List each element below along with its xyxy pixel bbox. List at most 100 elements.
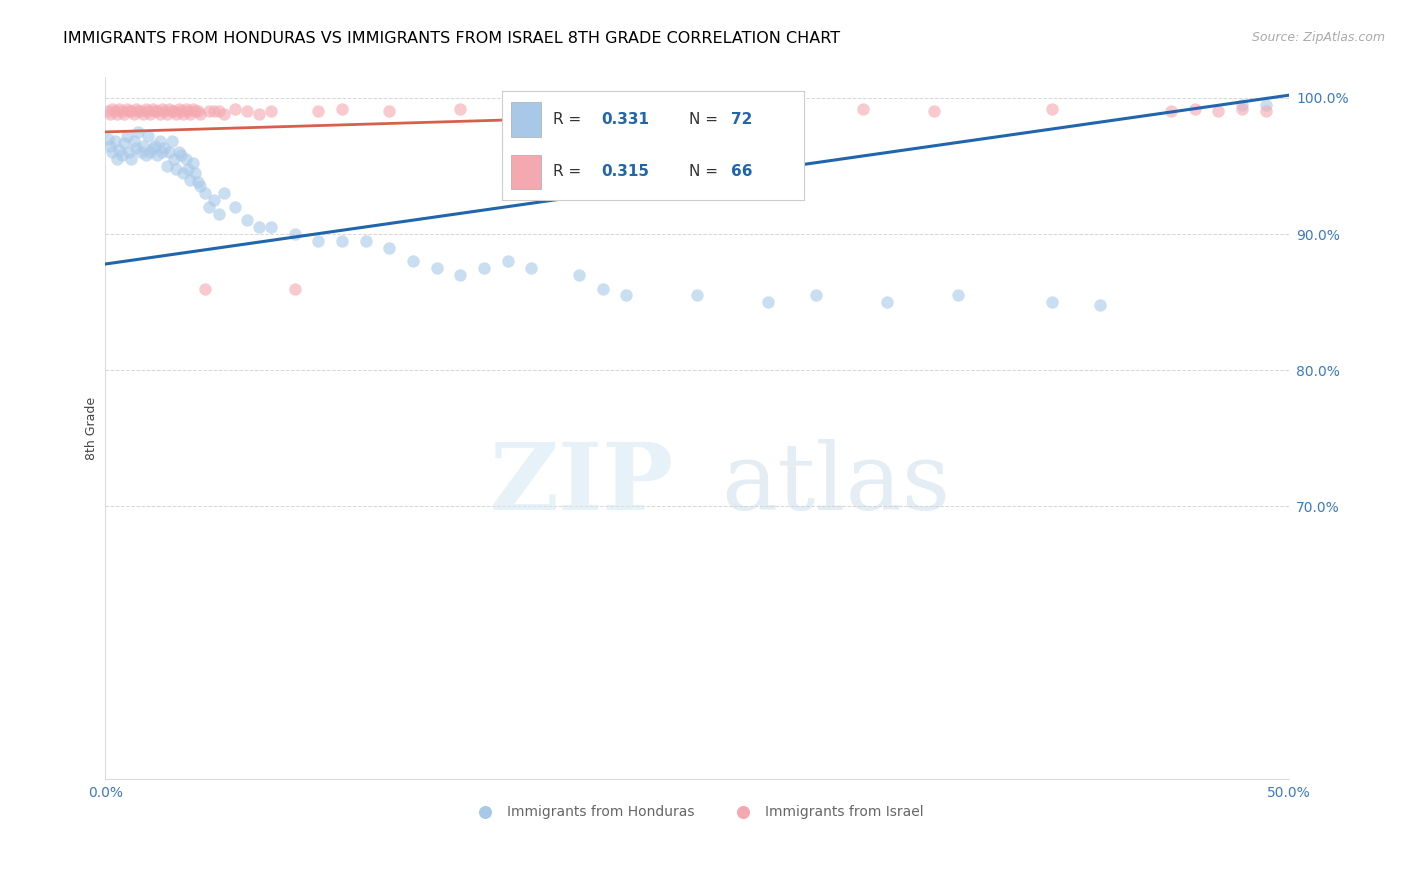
Point bbox=[98, 138, 121, 153]
Point bbox=[181, 102, 204, 116]
Point bbox=[184, 166, 207, 180]
Point bbox=[181, 156, 204, 170]
Point bbox=[1184, 102, 1206, 116]
Point bbox=[179, 107, 201, 121]
Point bbox=[592, 282, 614, 296]
Point bbox=[224, 200, 246, 214]
Point bbox=[402, 254, 425, 268]
Point bbox=[105, 107, 128, 121]
Point bbox=[143, 138, 166, 153]
Point bbox=[108, 143, 131, 157]
Point bbox=[157, 102, 180, 116]
Point bbox=[756, 295, 779, 310]
Point bbox=[115, 102, 138, 116]
Y-axis label: 8th Grade: 8th Grade bbox=[86, 397, 98, 459]
Point bbox=[1230, 102, 1253, 116]
Point bbox=[146, 148, 169, 162]
Point bbox=[177, 104, 200, 119]
Point bbox=[852, 102, 875, 116]
Point bbox=[170, 148, 193, 162]
Point bbox=[150, 145, 173, 160]
Point bbox=[330, 102, 353, 116]
Point bbox=[236, 213, 259, 227]
Point bbox=[187, 104, 209, 119]
Point bbox=[378, 104, 401, 119]
Point bbox=[236, 104, 259, 119]
Point bbox=[134, 102, 156, 116]
Point bbox=[111, 104, 134, 119]
Point bbox=[127, 125, 149, 139]
Point bbox=[165, 107, 187, 121]
Point bbox=[1042, 102, 1064, 116]
Point bbox=[1160, 104, 1182, 119]
Point bbox=[157, 145, 180, 160]
Point bbox=[1088, 298, 1111, 312]
Point bbox=[426, 261, 449, 276]
Point bbox=[142, 102, 165, 116]
Point bbox=[449, 268, 471, 282]
Point bbox=[1042, 295, 1064, 310]
Text: IMMIGRANTS FROM HONDURAS VS IMMIGRANTS FROM ISRAEL 8TH GRADE CORRELATION CHART: IMMIGRANTS FROM HONDURAS VS IMMIGRANTS F… bbox=[63, 31, 841, 46]
Point bbox=[120, 152, 142, 166]
Point bbox=[112, 136, 135, 150]
Point bbox=[174, 152, 197, 166]
Point bbox=[118, 145, 141, 160]
Point bbox=[167, 145, 190, 160]
Point bbox=[165, 161, 187, 176]
Point bbox=[97, 104, 120, 119]
Point bbox=[614, 102, 637, 116]
Point bbox=[354, 234, 377, 248]
Point bbox=[212, 186, 235, 201]
Point bbox=[184, 104, 207, 119]
Point bbox=[188, 107, 211, 121]
Point bbox=[143, 104, 166, 119]
Point bbox=[172, 166, 194, 180]
Point bbox=[112, 107, 135, 121]
Point bbox=[160, 135, 183, 149]
Point bbox=[247, 107, 270, 121]
Point bbox=[198, 200, 221, 214]
Point bbox=[134, 148, 156, 162]
Text: atlas: atlas bbox=[721, 439, 950, 529]
Point bbox=[472, 261, 495, 276]
Point bbox=[118, 104, 141, 119]
Point bbox=[122, 135, 145, 149]
Point bbox=[104, 135, 127, 149]
Point bbox=[496, 254, 519, 268]
Point bbox=[876, 295, 898, 310]
Point bbox=[780, 104, 803, 119]
Point bbox=[104, 104, 127, 119]
Point bbox=[330, 234, 353, 248]
Legend: Immigrants from Honduras, Immigrants from Israel: Immigrants from Honduras, Immigrants fro… bbox=[465, 799, 929, 824]
Point bbox=[307, 104, 329, 119]
Point bbox=[224, 102, 246, 116]
Point bbox=[101, 102, 124, 116]
Point bbox=[167, 102, 190, 116]
Point bbox=[177, 161, 200, 176]
Point bbox=[922, 104, 945, 119]
Point bbox=[208, 104, 231, 119]
Point bbox=[1230, 97, 1253, 112]
Point bbox=[170, 104, 193, 119]
Point bbox=[307, 234, 329, 248]
Point bbox=[120, 104, 142, 119]
Point bbox=[98, 107, 121, 121]
Point bbox=[153, 141, 176, 155]
Point bbox=[378, 241, 401, 255]
Point bbox=[139, 107, 162, 121]
Point bbox=[105, 152, 128, 166]
Point bbox=[946, 288, 969, 302]
Point bbox=[260, 104, 283, 119]
Point bbox=[804, 288, 827, 302]
Point bbox=[194, 186, 217, 201]
Point bbox=[260, 220, 283, 235]
Point bbox=[149, 135, 172, 149]
Point bbox=[156, 159, 179, 173]
Point bbox=[187, 175, 209, 189]
Point bbox=[127, 104, 149, 119]
Point bbox=[520, 104, 543, 119]
Point bbox=[568, 268, 591, 282]
Point bbox=[1206, 104, 1229, 119]
Point bbox=[174, 102, 197, 116]
Point bbox=[194, 282, 217, 296]
